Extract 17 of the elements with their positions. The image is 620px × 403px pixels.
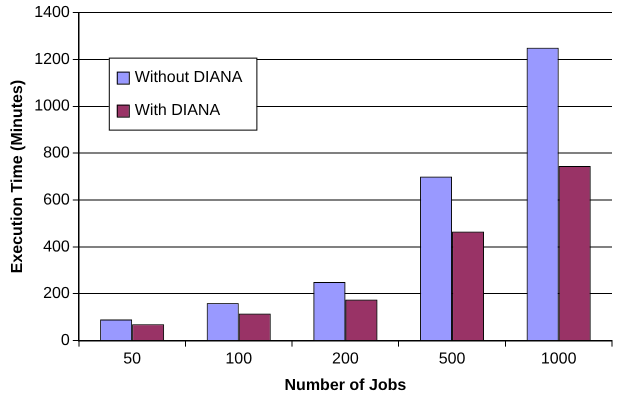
y-tick-label: 1400 bbox=[34, 4, 70, 22]
x-tick-label: 50 bbox=[123, 350, 142, 368]
x-axis-title: Number of Jobs bbox=[284, 376, 406, 394]
y-tick-label: 1200 bbox=[34, 50, 70, 68]
y-axis-title: Execution Time (Minutes) bbox=[9, 80, 26, 274]
y-tick-label: 1000 bbox=[34, 98, 70, 115]
x-tick-label: 100 bbox=[225, 350, 252, 368]
legend-label: Without DIANA bbox=[134, 69, 243, 86]
y-tick-label: 400 bbox=[43, 238, 70, 256]
x-tick-label: 1000 bbox=[540, 350, 577, 368]
legend-label: With DIANA bbox=[134, 102, 220, 120]
y-tick-label: 800 bbox=[43, 144, 70, 162]
x-tick-label: 500 bbox=[438, 350, 466, 368]
y-tick-label: 0 bbox=[60, 332, 70, 350]
y-tick-label: 200 bbox=[43, 285, 70, 302]
x-tick-label: 200 bbox=[332, 350, 359, 368]
y-tick-label: 600 bbox=[43, 191, 70, 208]
